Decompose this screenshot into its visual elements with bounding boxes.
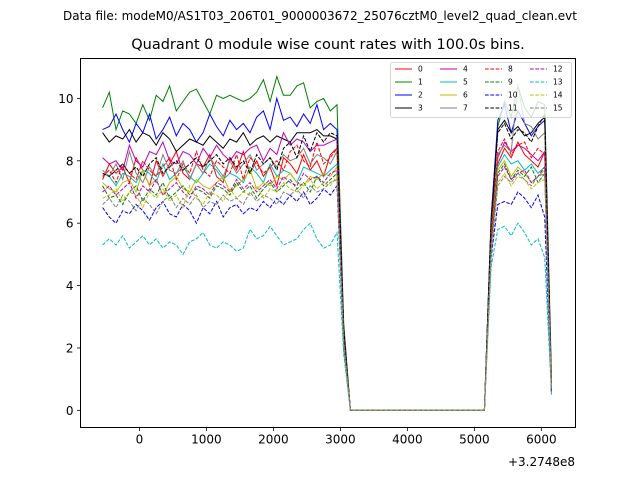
y-tick-label: 0: [66, 404, 74, 418]
y-tick-label: 10: [58, 92, 73, 106]
series-line-13: [102, 222, 552, 411]
legend-label-9: 9: [508, 78, 513, 87]
x-tick-label: 1000: [191, 433, 222, 447]
series-line-7: [102, 85, 552, 411]
legend-label-12: 12: [553, 65, 563, 74]
series-line-15: [102, 172, 552, 411]
x-tick-label: 2000: [258, 433, 289, 447]
chart-title: Quadrant 0 module wise count rates with …: [131, 37, 525, 53]
x-tick-label: 3000: [325, 433, 356, 447]
y-tick-label: 4: [66, 279, 74, 293]
legend-label-6: 6: [463, 91, 468, 100]
legend-label-13: 13: [553, 78, 563, 87]
legend-label-5: 5: [463, 78, 468, 87]
x-tick-label: 5000: [459, 433, 490, 447]
x-axis: 0 1000 2000 3000 4000 5000 6000: [136, 427, 557, 447]
y-tick-label: 2: [66, 341, 74, 355]
y-tick-label: 6: [66, 217, 74, 231]
legend-label-15: 15: [553, 104, 563, 113]
series-line-14: [102, 172, 552, 411]
plot-area-frame: [80, 58, 576, 428]
legend-label-8: 8: [508, 65, 513, 74]
x-tick-label: 6000: [526, 433, 557, 447]
legend-label-2: 2: [418, 91, 423, 100]
series-line-2: [102, 96, 552, 411]
series-line-9: [102, 162, 552, 411]
legend-box: [390, 62, 572, 118]
legend-label-1: 1: [418, 78, 423, 87]
legend-label-4: 4: [463, 65, 468, 74]
series-line-11: [102, 112, 552, 411]
series-line-10: [102, 184, 552, 411]
x-tick-label: 0: [136, 433, 144, 447]
series-layer: [102, 74, 552, 411]
legend-label-0: 0: [418, 65, 423, 74]
chart-suptitle: Data file: modeM0/AS1T03_206T01_90000036…: [63, 9, 577, 23]
legend-label-14: 14: [553, 91, 563, 100]
x-tick-label: 4000: [392, 433, 423, 447]
y-axis: 0 2 4 6 8 10: [58, 92, 81, 418]
legend-label-3: 3: [418, 104, 423, 113]
series-line-12: [102, 165, 552, 411]
legend-label-10: 10: [508, 91, 518, 100]
y-tick-label: 8: [66, 154, 74, 168]
legend-label-11: 11: [508, 104, 518, 113]
series-line-5: [102, 153, 552, 411]
legend-label-7: 7: [463, 104, 468, 113]
x-offset-text: +3.2748e8: [508, 455, 575, 469]
